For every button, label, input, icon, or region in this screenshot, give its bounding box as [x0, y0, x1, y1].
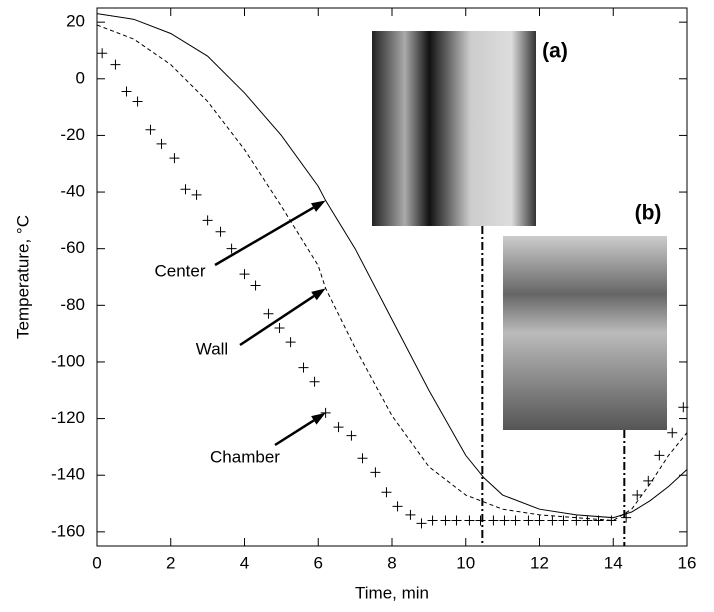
series-annotation: Wall [196, 339, 228, 358]
data-point [357, 453, 368, 464]
x-tick-label: 0 [92, 553, 101, 572]
data-point [547, 515, 558, 526]
data-point [370, 467, 381, 478]
data-point [346, 430, 357, 441]
arrow-head [311, 412, 326, 425]
data-point [475, 515, 486, 526]
data-point [202, 215, 213, 226]
y-tick-label: -40 [60, 182, 85, 201]
series-annotation: Center [154, 261, 205, 280]
y-tick-label: -160 [51, 521, 85, 540]
y-tick-label: -60 [60, 238, 85, 257]
data-point [451, 515, 462, 526]
data-point [320, 407, 331, 418]
data-point [523, 515, 534, 526]
data-point [488, 515, 499, 526]
data-point [309, 376, 320, 387]
series-line [96, 24, 688, 522]
annotation-arrow [274, 419, 315, 447]
y-tick-label: 0 [76, 68, 85, 87]
data-point [632, 490, 643, 501]
data-point [180, 184, 191, 195]
data-point [285, 337, 296, 348]
x-tick-label: 12 [530, 553, 549, 572]
data-point [558, 515, 569, 526]
data-point [405, 509, 416, 520]
data-point [582, 515, 593, 526]
data-point [274, 322, 285, 333]
y-tick-label: -120 [51, 408, 85, 427]
data-point [464, 515, 475, 526]
annotation-arrow [214, 206, 315, 267]
data-point [510, 515, 521, 526]
annotation-arrow [239, 295, 315, 347]
photo-label: (a) [542, 40, 568, 63]
data-point [654, 450, 665, 461]
data-point [333, 422, 344, 433]
data-point [427, 515, 438, 526]
data-point [263, 308, 274, 319]
data-point [678, 402, 689, 413]
y-tick-label: -80 [60, 295, 85, 314]
x-tick-label: 2 [166, 553, 175, 572]
photo-b [503, 236, 667, 430]
data-point [97, 48, 108, 59]
data-point [132, 96, 143, 107]
data-point [239, 269, 250, 280]
x-tick-label: 8 [387, 553, 396, 572]
data-point [298, 362, 309, 373]
x-tick-label: 14 [604, 553, 623, 572]
series-annotation: Chamber [210, 447, 280, 466]
photo-a [372, 31, 536, 226]
x-tick-label: 16 [678, 553, 697, 572]
data-point [156, 138, 167, 149]
data-point [416, 518, 427, 529]
y-tick-label: -140 [51, 465, 85, 484]
x-tick-label: 4 [240, 553, 249, 572]
data-point [381, 487, 392, 498]
data-point [145, 124, 156, 135]
data-point [250, 280, 261, 291]
data-point [121, 86, 132, 97]
data-point [606, 515, 617, 526]
series-line [96, 13, 688, 519]
data-point [392, 501, 403, 512]
y-tick-label: 20 [66, 12, 85, 31]
data-point [110, 59, 121, 70]
arrow-head [311, 200, 326, 212]
data-point [593, 515, 604, 526]
data-point [440, 515, 451, 526]
y-axis-label: Temperature, °C [13, 215, 32, 339]
data-point [499, 515, 510, 526]
x-tick-label: 6 [314, 553, 323, 572]
data-point [571, 515, 582, 526]
arrow-head [311, 288, 326, 301]
photo-label: (b) [635, 202, 662, 225]
data-point [534, 515, 545, 526]
data-point [667, 427, 678, 438]
x-tick-label: 10 [456, 553, 475, 572]
data-point [621, 512, 632, 523]
data-point [191, 189, 202, 200]
data-point [226, 243, 237, 254]
x-axis-label: Time, min [355, 583, 429, 602]
data-point [215, 226, 226, 237]
data-point [643, 475, 654, 486]
y-tick-label: -20 [60, 125, 85, 144]
y-tick-label: -100 [51, 351, 85, 370]
data-point [169, 153, 180, 164]
